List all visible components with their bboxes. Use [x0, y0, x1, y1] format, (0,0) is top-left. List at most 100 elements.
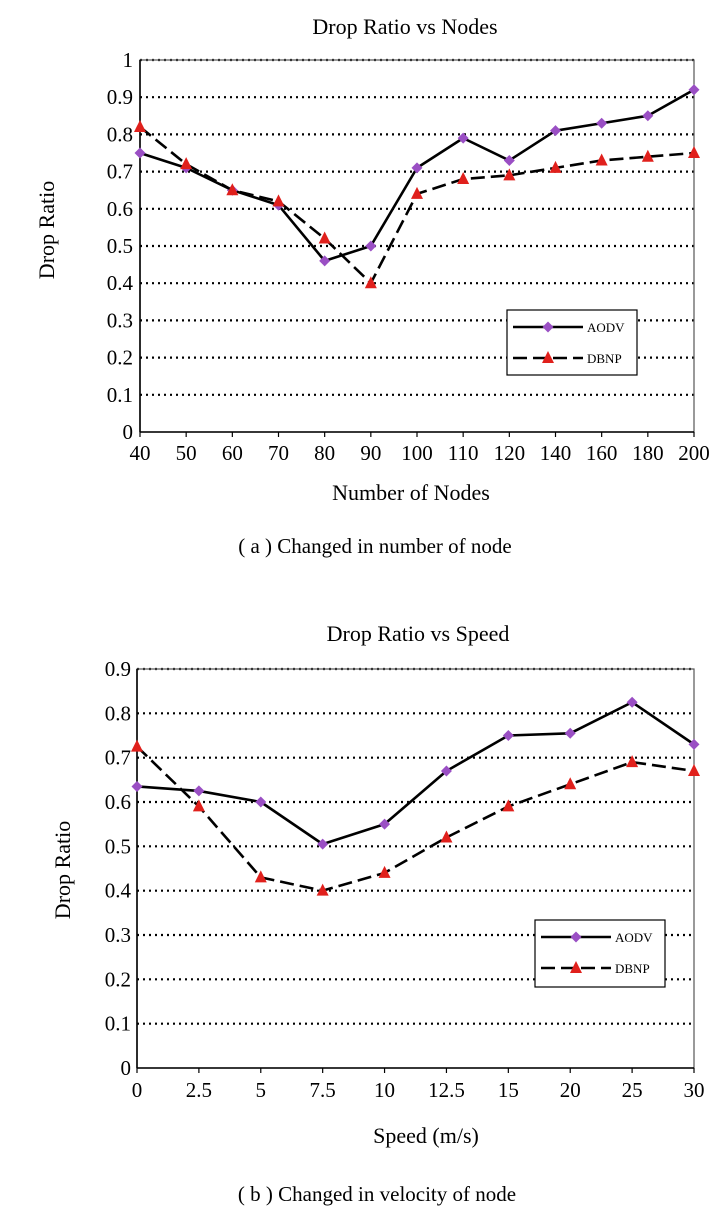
legend-label-dbnp: DBNP — [587, 351, 622, 366]
chart-b-ylabel: Drop Ratio — [50, 821, 75, 919]
x-tick-label: 140 — [540, 441, 572, 465]
x-tick-label: 20 — [560, 1078, 581, 1102]
y-tick-label: 0.2 — [105, 967, 131, 991]
y-tick-label: 0.4 — [105, 879, 132, 903]
data-point-aodv — [365, 240, 377, 252]
data-point-dbnp — [378, 865, 391, 878]
y-tick-label: 0.9 — [107, 85, 133, 109]
x-tick-label: 7.5 — [310, 1078, 336, 1102]
y-tick-label: 0.6 — [105, 790, 131, 814]
data-point-aodv — [688, 738, 700, 750]
y-tick-label: 0 — [123, 420, 134, 444]
chart-drop-ratio-vs-nodes: Drop Ratio vs Nodes Drop Ratio Number of… — [34, 14, 710, 558]
data-point-dbnp — [641, 149, 654, 162]
x-tick-label: 5 — [256, 1078, 267, 1102]
y-tick-label: 0.2 — [107, 346, 133, 370]
data-point-dbnp — [411, 186, 423, 199]
x-tick-label: 90 — [360, 441, 381, 465]
data-point-aodv — [502, 730, 514, 741]
data-point-aodv — [411, 162, 423, 174]
data-point-aodv — [134, 147, 146, 159]
series-line-dbnp — [136, 745, 695, 892]
y-tick-label: 0.8 — [107, 122, 133, 146]
data-point-dbnp — [457, 172, 470, 185]
data-point-aodv — [503, 154, 515, 166]
data-point-aodv — [317, 838, 329, 850]
legend-label-dbnp: DBNP — [615, 961, 650, 976]
legend-marker-dbnp — [542, 351, 554, 363]
data-point-dbnp — [180, 157, 193, 170]
y-tick-label: 0.3 — [105, 923, 131, 947]
y-tick-label: 1 — [123, 48, 134, 72]
data-point-aodv — [255, 796, 267, 808]
y-tick-label: 0.5 — [107, 234, 133, 258]
y-tick-label: 0.5 — [105, 834, 131, 858]
data-point-dbnp — [254, 870, 267, 883]
y-tick-label: 0.9 — [105, 657, 131, 681]
data-point-aodv — [379, 818, 391, 830]
x-tick-label: 110 — [448, 441, 479, 465]
plot-frame — [136, 668, 695, 1069]
data-point-dbnp — [440, 830, 453, 843]
series-line-aodv — [139, 88, 695, 263]
y-tick-label: 0.7 — [105, 746, 131, 770]
data-point-dbnp — [549, 160, 562, 173]
data-point-dbnp — [134, 119, 146, 132]
data-point-dbnp — [595, 153, 608, 166]
data-point-dbnp — [688, 146, 700, 158]
data-point-dbnp — [316, 883, 329, 896]
legend-box — [506, 309, 638, 376]
series-line-dbnp — [139, 125, 695, 285]
data-point-aodv — [457, 132, 469, 144]
x-tick-label: 12.5 — [428, 1078, 465, 1102]
data-point-aodv — [550, 125, 561, 137]
data-point-dbnp — [318, 231, 331, 244]
x-tick-label: 70 — [268, 441, 289, 465]
x-tick-label: 15 — [498, 1078, 519, 1102]
data-point-aodv — [642, 110, 654, 122]
data-point-dbnp — [502, 799, 515, 812]
x-tick-label: 60 — [222, 441, 243, 465]
y-tick-label: 0.3 — [107, 308, 133, 332]
chart-a-ylabel: Drop Ratio — [34, 181, 59, 279]
data-point-dbnp — [626, 755, 639, 768]
legend-marker-dbnp — [570, 961, 582, 973]
chart-a-title: Drop Ratio vs Nodes — [312, 14, 497, 39]
data-point-dbnp — [226, 183, 239, 196]
data-point-dbnp — [272, 194, 285, 207]
data-point-dbnp — [503, 168, 516, 181]
data-point-aodv — [626, 696, 638, 708]
x-tick-label: 180 — [632, 441, 664, 465]
chart-a-xlabel: Number of Nodes — [332, 480, 490, 505]
chart-b-xlabel: Speed (m/s) — [373, 1123, 479, 1148]
data-point-dbnp — [688, 763, 700, 776]
x-tick-label: 160 — [586, 441, 618, 465]
x-tick-label: 10 — [374, 1078, 395, 1102]
chart-drop-ratio-vs-speed: Drop Ratio vs Speed Drop Ratio Speed (m/… — [50, 621, 705, 1206]
x-tick-label: 80 — [314, 441, 335, 465]
chart-a-caption: ( a ) Changed in number of node — [238, 534, 512, 558]
data-point-dbnp — [192, 799, 205, 812]
legend-box — [534, 919, 666, 988]
data-point-aodv — [193, 785, 205, 797]
y-tick-label: 0.8 — [105, 701, 131, 725]
data-point-aodv — [596, 117, 608, 129]
y-tick-label: 0.4 — [107, 271, 134, 295]
legend-marker-aodv — [570, 931, 582, 943]
data-point-dbnp — [131, 739, 143, 752]
data-point-aodv — [131, 780, 143, 792]
x-tick-label: 40 — [130, 441, 151, 465]
x-tick-label: 100 — [401, 441, 433, 465]
legend-label-aodv: AODV — [615, 930, 653, 945]
y-tick-label: 0.1 — [105, 1012, 131, 1036]
x-tick-label: 25 — [622, 1078, 643, 1102]
data-point-aodv — [564, 727, 576, 739]
data-point-aodv — [440, 765, 452, 777]
x-tick-label: 2.5 — [186, 1078, 212, 1102]
y-tick-label: 0.7 — [107, 160, 133, 184]
chart-b-caption: ( b ) Changed in velocity of node — [238, 1182, 516, 1206]
legend-marker-aodv — [542, 321, 554, 333]
chart-b-plot-area: 0 0.1 0.2 0.3 0.4 0.5 0.6 0.7 0.8 0.9 0 2.5 5 7.5 10 12… — [105, 657, 705, 1102]
